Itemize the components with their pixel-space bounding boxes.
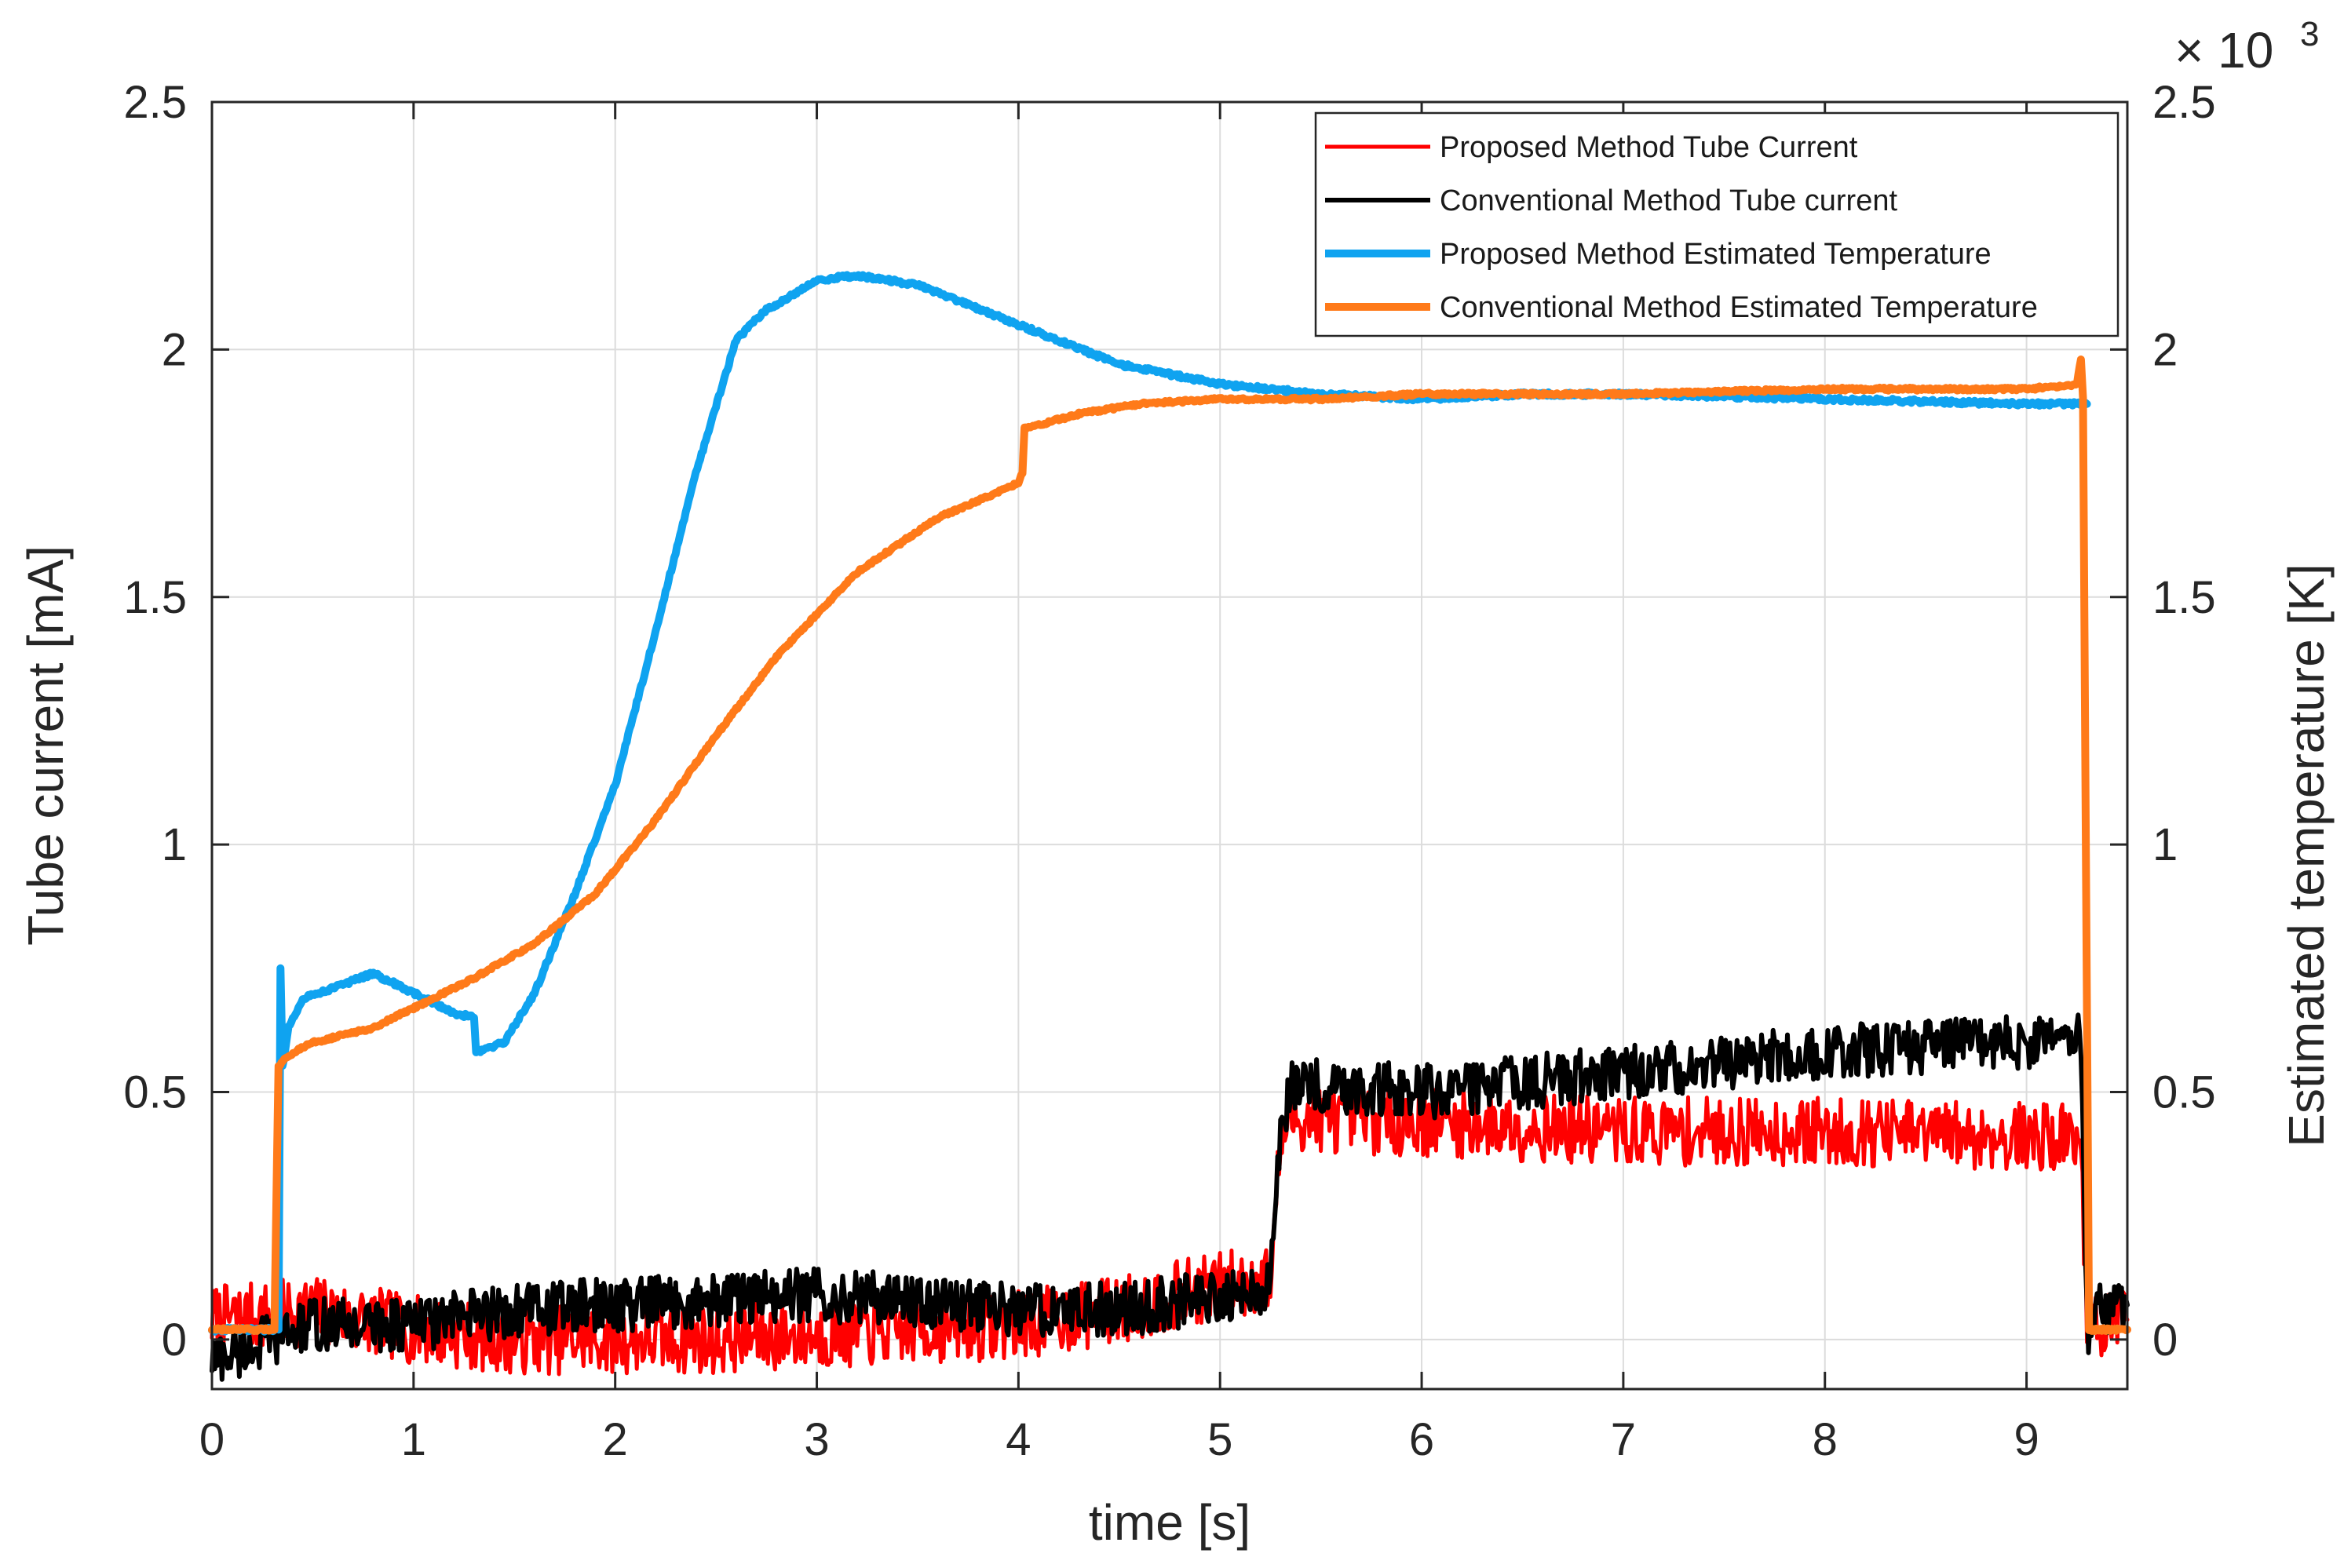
y-left-tick-label: 0 [162, 1315, 187, 1366]
x-tick-labels: 0 1 2 3 4 5 6 7 8 9 [199, 1414, 2039, 1465]
legend-label: Conventional Method Tube current [1440, 184, 1897, 217]
x-tick-label: 4 [1006, 1414, 1031, 1465]
right-axis-multiplier: × 10 3 [2174, 15, 2319, 78]
series-line-3 [208, 356, 2131, 1336]
legend: Proposed Method Tube Current Conventional… [1314, 111, 2119, 337]
y-left-tick-label: 1 [162, 819, 187, 870]
y-right-tick-labels: 0 0.5 1 1.5 2 2.5 [2152, 77, 2216, 1366]
y-left-tick-label: 2 [162, 324, 187, 375]
x-tick-label: 7 [1611, 1414, 1636, 1465]
y-right-tick-label: 2 [2152, 324, 2178, 375]
y-right-tick-label: 0 [2152, 1315, 2178, 1366]
legend-entries: Proposed Method Tube Current Conventional… [1325, 131, 2038, 324]
series-line-2 [208, 271, 2091, 1336]
x-tick-label: 3 [804, 1414, 829, 1465]
y-left-tick-labels: 0 0.5 1 1.5 2 2.5 [123, 77, 187, 1366]
ticks [210, 100, 2127, 1389]
multiplier-exponent: 3 [2300, 15, 2319, 53]
y-left-tick-label: 1.5 [123, 572, 187, 623]
x-tick-label: 9 [2014, 1414, 2039, 1465]
y-right-tick-label: 1.5 [2152, 572, 2216, 623]
legend-label: Proposed Method Tube Current [1440, 131, 1858, 164]
series-line-1 [210, 1012, 2130, 1382]
y-right-tick-label: 1 [2152, 819, 2178, 870]
y-left-axis-label: Tube current [mA] [17, 545, 74, 946]
x-tick-label: 8 [1813, 1414, 1838, 1465]
y-right-tick-label: 2.5 [2152, 77, 2216, 128]
y-right-axis-label: Estimated temperature [K] [2278, 563, 2335, 1147]
series-layer [208, 271, 2131, 1382]
y-left-tick-label: 2.5 [123, 77, 187, 128]
y-right-tick-label: 0.5 [2152, 1067, 2216, 1118]
plot-frame [210, 100, 2129, 1391]
x-axis-label: time [s] [1089, 1494, 1250, 1551]
x-tick-label: 1 [401, 1414, 426, 1465]
x-tick-label: 5 [1207, 1414, 1232, 1465]
legend-label: Proposed Method Estimated Temperature [1440, 238, 1992, 271]
legend-box [1314, 111, 2119, 337]
x-tick-label: 2 [603, 1414, 628, 1465]
legend-label: Conventional Method Estimated Temperatur… [1440, 291, 2038, 324]
y-left-tick-label: 0.5 [123, 1067, 187, 1118]
x-tick-label: 0 [199, 1414, 225, 1465]
x-tick-label: 6 [1409, 1414, 1434, 1465]
multiplier-text: × 10 [2174, 22, 2273, 78]
